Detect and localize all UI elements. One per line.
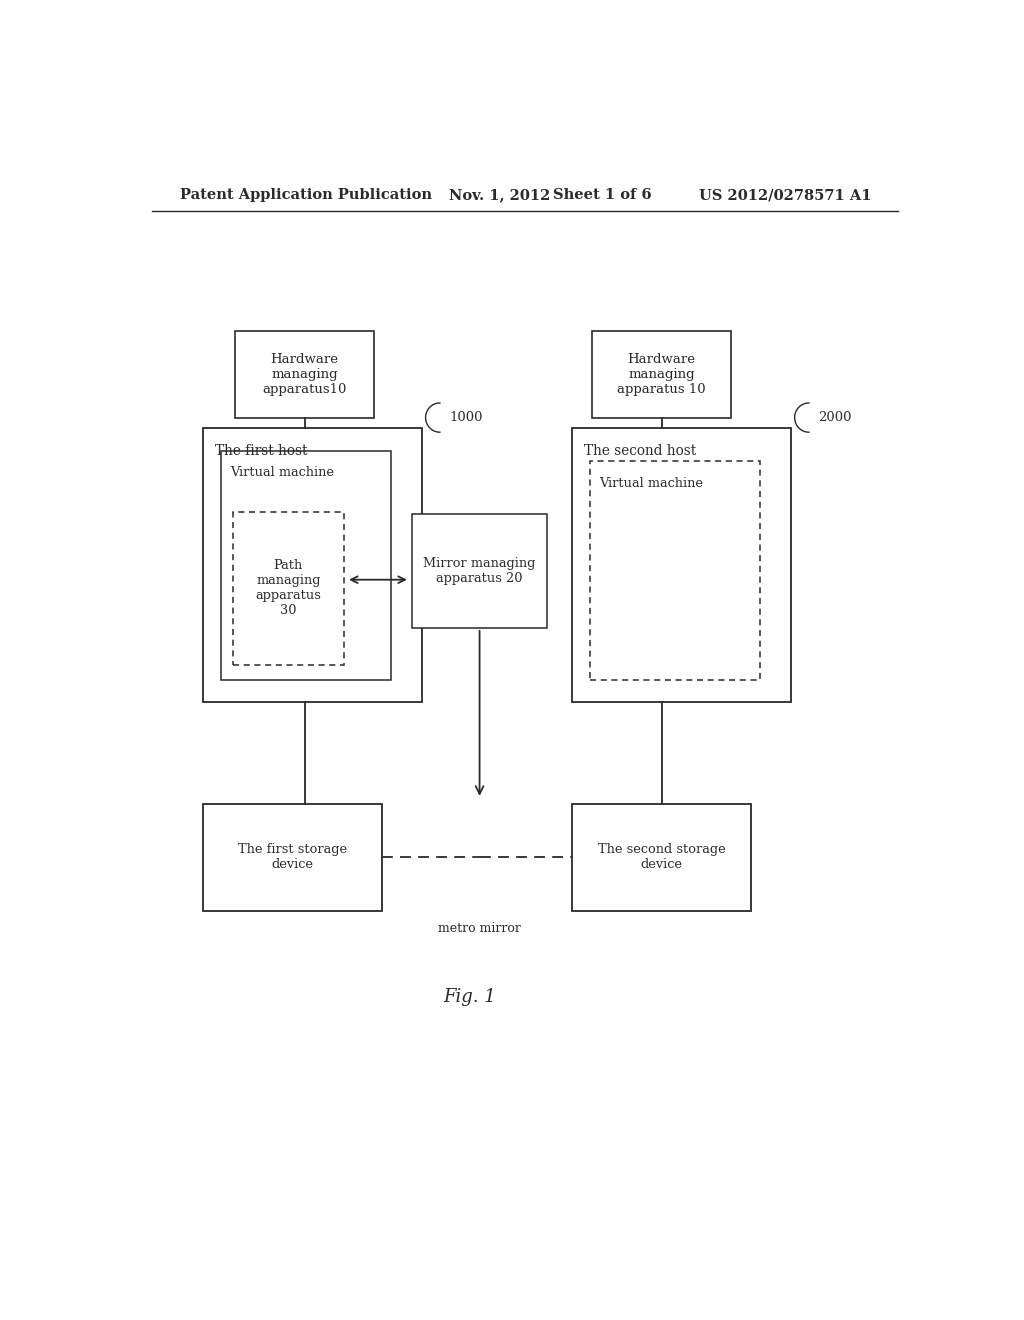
Bar: [221, 451, 391, 680]
Bar: [412, 515, 547, 628]
Bar: [236, 331, 374, 417]
Text: 1000: 1000: [450, 411, 483, 424]
Bar: [204, 804, 382, 911]
Text: The second storage
device: The second storage device: [598, 843, 726, 871]
Text: US 2012/0278571 A1: US 2012/0278571 A1: [699, 189, 871, 202]
Text: metro mirror: metro mirror: [438, 923, 521, 936]
Text: Virtual machine: Virtual machine: [230, 466, 335, 479]
Text: The second host: The second host: [585, 444, 696, 458]
Text: Virtual machine: Virtual machine: [599, 477, 703, 490]
Text: Sheet 1 of 6: Sheet 1 of 6: [553, 189, 651, 202]
Text: Fig. 1: Fig. 1: [442, 987, 496, 1006]
Bar: [572, 428, 791, 702]
Text: The first storage
device: The first storage device: [239, 843, 347, 871]
Text: Nov. 1, 2012: Nov. 1, 2012: [450, 189, 551, 202]
Bar: [232, 512, 344, 664]
Text: Patent Application Publication: Patent Application Publication: [179, 189, 431, 202]
Text: 2000: 2000: [818, 411, 852, 424]
Bar: [590, 461, 761, 680]
Bar: [204, 428, 422, 702]
Bar: [592, 331, 731, 417]
Text: Mirror managing
apparatus 20: Mirror managing apparatus 20: [423, 557, 536, 585]
Text: Path
managing
apparatus
30: Path managing apparatus 30: [255, 560, 322, 618]
Text: The first host: The first host: [215, 444, 308, 458]
Bar: [572, 804, 751, 911]
Text: Hardware
managing
apparatus 10: Hardware managing apparatus 10: [617, 352, 706, 396]
Text: Hardware
managing
apparatus10: Hardware managing apparatus10: [262, 352, 347, 396]
